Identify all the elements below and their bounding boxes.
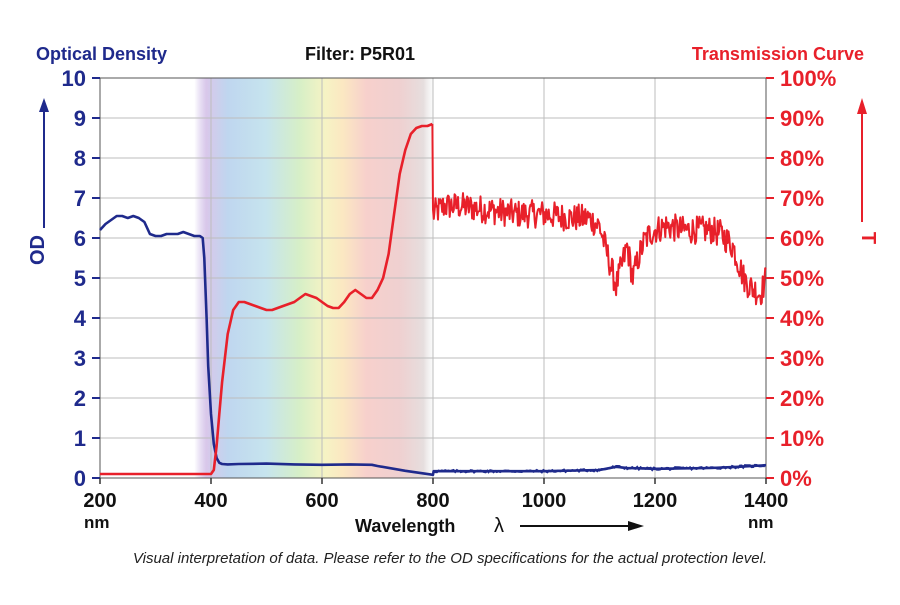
left-tick-label: 4	[74, 306, 87, 331]
left-tick-label: 3	[74, 346, 86, 371]
od-tail-line	[433, 463, 766, 474]
right-tick-label: 60%	[780, 226, 824, 251]
x-tick-label: 1400	[744, 490, 789, 512]
right-axis-title: Transmission Curve	[692, 44, 864, 64]
right-axis-label: T	[857, 232, 879, 244]
left-tick-label: 8	[74, 146, 86, 171]
x-tick-label: 1200	[633, 490, 678, 512]
left-axis-arrow	[39, 98, 49, 228]
right-tick-label: 40%	[780, 306, 824, 331]
right-tick-label: 70%	[780, 186, 824, 211]
x-tick-label: 1000	[522, 490, 567, 512]
right-axis-ticks: 0% 10% 20% 30% 40% 50% 60% 70% 80% 90% 100%	[766, 66, 836, 491]
x-unit-right: nm	[748, 513, 774, 532]
right-tick-label: 90%	[780, 106, 824, 131]
x-tick-label: 600	[305, 490, 338, 512]
series-layer	[99, 122, 767, 477]
left-tick-label: 9	[74, 106, 86, 131]
caption: Visual interpretation of data. Please re…	[133, 550, 767, 567]
x-axis-arrow	[520, 521, 644, 531]
x-axis-ticks: 200 400 600 800 1000 1200 1400	[83, 478, 788, 512]
chart-title: Filter: P5R01	[305, 44, 415, 64]
left-tick-label: 0	[74, 466, 86, 491]
right-tick-label: 50%	[780, 266, 824, 291]
transmission-series-line	[100, 122, 433, 476]
x-tick-label: 400	[194, 490, 227, 512]
right-tick-label: 30%	[780, 346, 824, 371]
left-axis-title: Optical Density	[36, 44, 167, 64]
left-tick-label: 2	[74, 386, 86, 411]
left-axis-label: OD	[27, 235, 49, 265]
right-tick-label: 20%	[780, 386, 824, 411]
right-axis-arrow	[857, 98, 867, 222]
transmission-noisy-line	[431, 123, 767, 306]
x-axis-symbol: λ	[494, 515, 504, 537]
x-tick-label: 800	[416, 490, 449, 512]
x-unit-left: nm	[84, 513, 110, 532]
left-tick-label: 1	[74, 426, 86, 451]
left-tick-label: 6	[74, 226, 86, 251]
right-tick-label: 0%	[780, 466, 812, 491]
right-tick-label: 80%	[780, 146, 824, 171]
right-tick-label: 100%	[780, 66, 836, 91]
left-tick-label: 5	[74, 266, 86, 291]
left-axis-ticks: 0 1 2 3 4 5 6 7 8 9 10	[62, 66, 100, 491]
left-tick-label: 7	[74, 186, 86, 211]
x-axis-label: Wavelength	[355, 516, 455, 536]
left-tick-label: 10	[62, 66, 86, 91]
x-tick-label: 200	[83, 490, 116, 512]
right-tick-label: 10%	[780, 426, 824, 451]
